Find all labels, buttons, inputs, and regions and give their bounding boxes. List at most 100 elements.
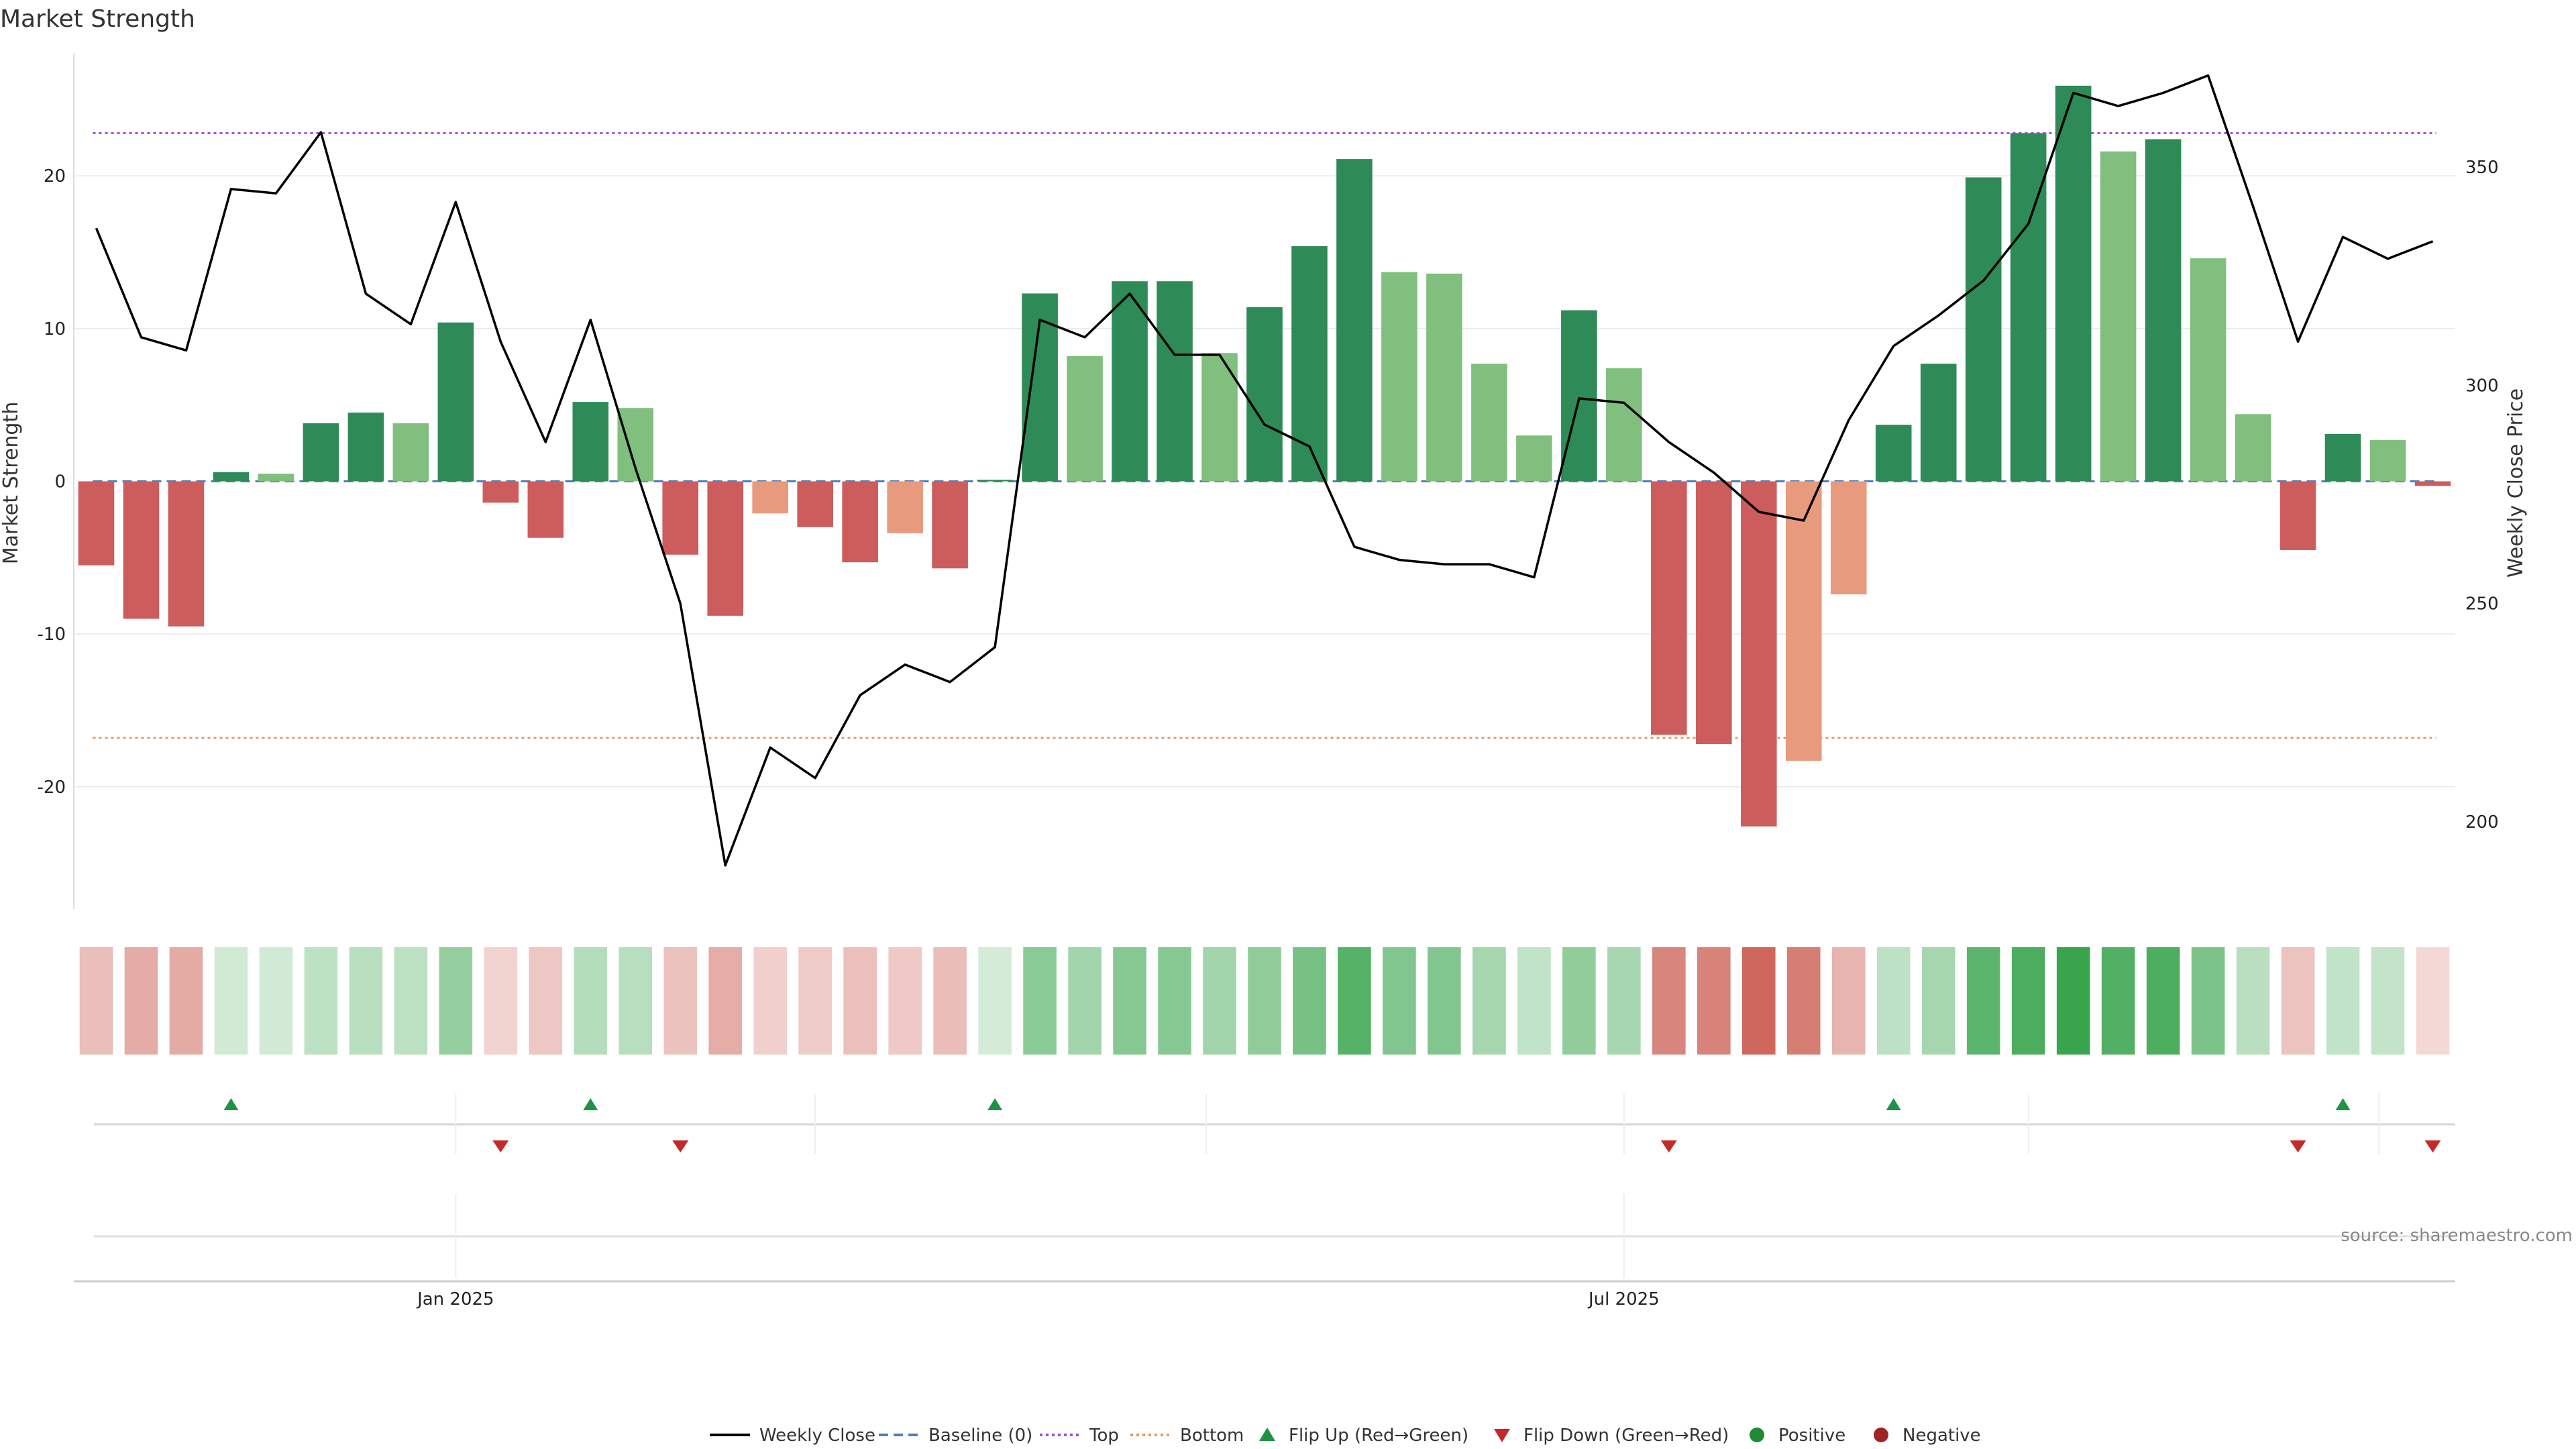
strength-bar <box>213 472 250 482</box>
heat-cell <box>484 947 518 1055</box>
heat-cell <box>1248 947 1281 1055</box>
x-tick-label: Jan 2025 <box>416 1289 494 1309</box>
strength-bar <box>2055 85 2092 482</box>
heat-cell <box>2281 947 2315 1055</box>
heat-cell <box>349 947 383 1055</box>
y2-axis-ticks: 200 250 300 350 <box>2465 158 2499 833</box>
heat-cell <box>1786 947 1821 1055</box>
heat-cell <box>1562 947 1596 1055</box>
heat-cell <box>1966 947 2000 1055</box>
heat-cell <box>1607 947 1641 1055</box>
legend: Weekly Close Baseline (0) Top Bottom Flip Up… <box>710 1426 1981 1446</box>
strength-bar <box>1606 368 1642 482</box>
strength-bar <box>303 423 339 482</box>
heat-cell <box>2371 947 2405 1055</box>
legend-label: Bottom <box>1180 1426 1244 1446</box>
y2-tick-label: 350 <box>2465 158 2499 178</box>
heat-cell <box>2056 947 2090 1055</box>
legend-label: Weekly Close <box>759 1426 875 1446</box>
heat-cell <box>1517 947 1551 1055</box>
strength-bar <box>482 481 519 503</box>
y-tick-label: 0 <box>54 472 66 492</box>
strength-bar <box>1830 481 1867 594</box>
y2-axis-label: Weekly Close Price <box>2504 388 2528 578</box>
heat-cell <box>529 947 563 1055</box>
strength-bar <box>2414 481 2451 486</box>
y-axis-label: Market Strength <box>0 402 23 564</box>
strength-bar <box>258 474 294 482</box>
strength-bar <box>1561 310 1597 482</box>
strength-bar <box>1381 272 1417 482</box>
strength-bar <box>437 322 474 482</box>
strength-bars <box>78 85 2451 827</box>
heat-cell <box>1023 947 1057 1055</box>
weekly-close-polyline <box>95 74 2434 867</box>
strength-bar <box>2145 139 2182 482</box>
strength-bar <box>1067 356 1103 482</box>
heat-cell <box>663 947 698 1055</box>
y-tick-label: -20 <box>38 777 66 798</box>
strength-bar <box>887 481 923 533</box>
heat-cell <box>1472 947 1506 1055</box>
heat-cell <box>753 947 787 1055</box>
strength-bar <box>2279 481 2316 550</box>
strength-bar <box>78 481 115 566</box>
heat-cell <box>2011 947 2045 1055</box>
strength-bar <box>932 481 968 569</box>
heat-cell <box>439 947 473 1055</box>
heat-cell <box>798 947 832 1055</box>
strength-bar <box>977 480 1013 482</box>
heat-cell <box>2146 947 2180 1055</box>
strength-bar <box>1920 364 1957 482</box>
heat-cell <box>79 947 113 1055</box>
heat-cell <box>1158 947 1191 1055</box>
heat-cell <box>1742 947 1776 1055</box>
heat-cell <box>574 947 608 1055</box>
y-tick-label: 20 <box>44 166 66 186</box>
strength-bar <box>1426 273 1462 482</box>
flip-down-marker <box>672 1140 689 1152</box>
flip-down-marker <box>2290 1140 2306 1152</box>
legend-label: Baseline (0) <box>928 1426 1032 1446</box>
heat-cell <box>933 947 967 1055</box>
source-note: source: sharemaestro.com <box>2341 1226 2573 1246</box>
heat-cell <box>1831 947 1866 1055</box>
legend-label: Negative <box>1902 1426 1981 1446</box>
heat-cell <box>1293 947 1326 1055</box>
strength-bar <box>572 402 609 482</box>
heat-cell <box>2191 947 2225 1055</box>
strength-bar <box>1246 307 1283 482</box>
flip-up-marker <box>987 1098 1003 1110</box>
strength-heat-strip <box>79 947 2450 1055</box>
heat-cell <box>169 947 203 1055</box>
flip-up-marker <box>2335 1098 2351 1110</box>
heat-cell <box>259 947 293 1055</box>
heat-cell <box>124 947 158 1055</box>
legend-dot-icon <box>1874 1428 1888 1442</box>
legend-dot-icon <box>1750 1428 1764 1442</box>
strength-bar <box>1336 159 1373 482</box>
strength-bar <box>1516 435 1552 482</box>
flip-down-marker <box>2424 1140 2441 1152</box>
y-axis-ticks: -20 -10 0 10 20 <box>38 166 66 798</box>
strength-bar <box>1965 177 2002 482</box>
strength-bar <box>707 481 744 616</box>
strength-bar <box>2235 414 2271 482</box>
strength-bar <box>1741 481 1777 827</box>
strength-bar <box>347 413 384 482</box>
legend-label: Flip Down (Green→Red) <box>1523 1426 1729 1446</box>
legend-label: Top <box>1089 1426 1119 1446</box>
heat-cell <box>619 947 653 1055</box>
heat-cell <box>2236 947 2270 1055</box>
chart-title: Market Strength <box>0 5 195 33</box>
strength-bar <box>752 481 788 514</box>
strength-bar <box>527 481 564 538</box>
strength-bar <box>1875 425 1912 482</box>
strength-bar <box>1471 364 1507 482</box>
y-tick-label: 10 <box>44 319 66 339</box>
heat-cell <box>2101 947 2135 1055</box>
x-tick-label: Jul 2025 <box>1587 1289 1660 1309</box>
strength-bar <box>662 481 699 555</box>
heat-cell <box>304 947 338 1055</box>
